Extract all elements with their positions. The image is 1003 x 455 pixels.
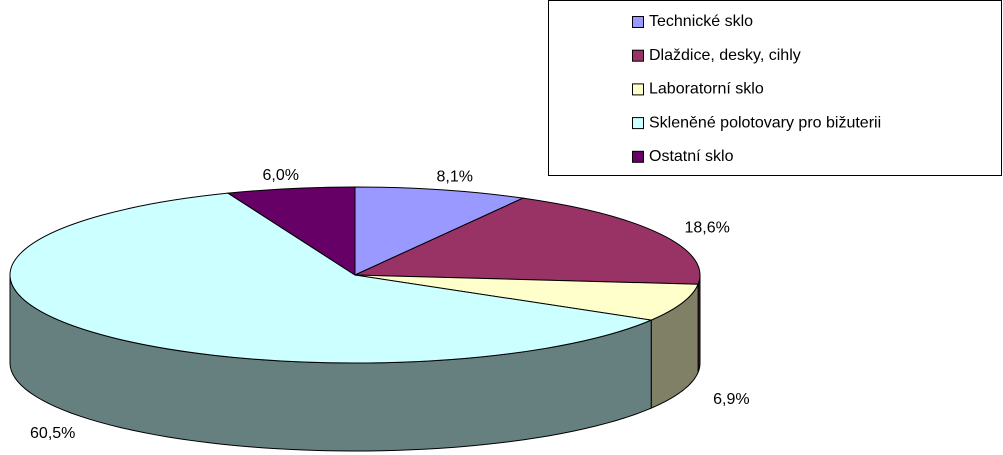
legend-label: Ostatní sklo xyxy=(649,148,734,165)
legend-swatch xyxy=(632,150,644,163)
pie-slice xyxy=(226,186,356,276)
data-label: 8,1% xyxy=(437,168,473,185)
data-label: 18,6% xyxy=(684,220,729,237)
pie-slice xyxy=(9,192,654,364)
legend-swatch xyxy=(632,117,644,130)
pie-slice xyxy=(354,197,701,285)
legend-swatch xyxy=(632,49,644,62)
legend-swatch xyxy=(632,83,644,96)
legend-swatch xyxy=(632,16,644,28)
legend-label: Laboratorní sklo xyxy=(649,81,764,98)
data-label: 6,0% xyxy=(262,167,298,184)
legend-label: Dlaždice, desky, cihly xyxy=(649,47,801,64)
legend-box xyxy=(548,0,1002,176)
legend-label: Technické sklo xyxy=(649,13,753,30)
legend-label: Skleněné polotovary pro bižuterii xyxy=(649,114,881,131)
data-label: 60,5% xyxy=(30,425,75,442)
pie-slice xyxy=(354,274,699,321)
data-label: 6,9% xyxy=(713,391,749,408)
pie-slice xyxy=(354,186,525,276)
